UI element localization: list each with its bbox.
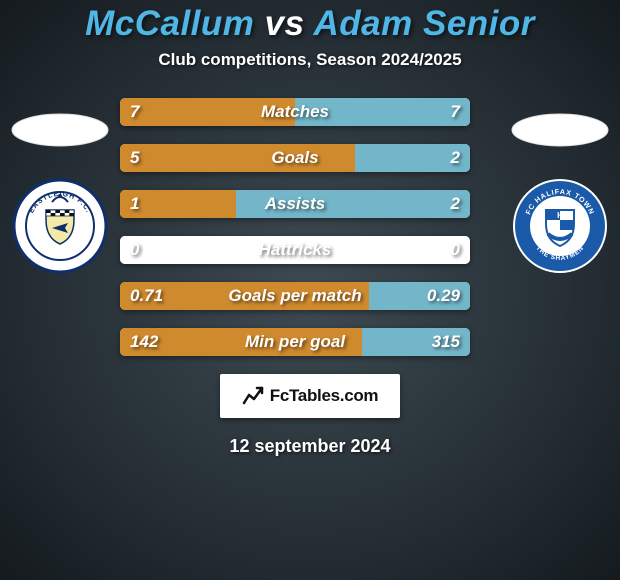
stat-bar-right (369, 282, 471, 310)
stat-row: 142315Min per goal (120, 328, 470, 356)
stat-bar-left (120, 98, 295, 126)
stat-bar-left (120, 282, 369, 310)
stat-bar-left (120, 190, 236, 218)
stat-row: 00Hattricks (120, 236, 470, 264)
stat-bar-right (236, 190, 471, 218)
branding-text: FcTables.com (270, 386, 379, 406)
branding: FcTables.com (220, 374, 400, 418)
left-side: EASTLEIGH F.C. (0, 98, 120, 274)
subtitle: Club competitions, Season 2024/2025 (158, 50, 461, 70)
title-vs: vs (265, 4, 305, 43)
stat-bar-right (355, 144, 471, 172)
comparison-layout: EASTLEIGH F.C. (0, 98, 620, 356)
stat-bar-left (120, 328, 362, 356)
date-text: 12 september 2024 (229, 436, 390, 457)
fctables-logo-icon (242, 385, 264, 407)
stat-row: 12Assists (120, 190, 470, 218)
stat-rows: 77Matches 52Goals 12Assists 00Hattricks 0.71… (120, 98, 470, 356)
comparison-card: McCallum vs Adam Senior Club competition… (0, 0, 620, 580)
stat-bar-left (120, 144, 355, 172)
stat-row: 52Goals (120, 144, 470, 172)
stat-row: 77Matches (120, 98, 470, 126)
svg-text:H: H (557, 211, 563, 220)
stat-bar-right (295, 236, 470, 264)
halifax-crest-icon: FC HALIFAX TOWN THE SHAYMEN H (512, 178, 608, 274)
eastleigh-crest-icon: EASTLEIGH F.C. (12, 178, 108, 274)
page-title: McCallum vs Adam Senior (85, 4, 535, 44)
player-left-avatar-icon (10, 106, 110, 154)
player-right-avatar-icon (510, 106, 610, 154)
player-right-name: Adam Senior (314, 4, 535, 43)
stat-bar-right (295, 98, 470, 126)
stat-bar-right (362, 328, 471, 356)
stat-row: 0.710.29Goals per match (120, 282, 470, 310)
player-left-name: McCallum (85, 4, 254, 43)
right-side: FC HALIFAX TOWN THE SHAYMEN H (500, 98, 620, 274)
stat-bar-left (120, 236, 295, 264)
